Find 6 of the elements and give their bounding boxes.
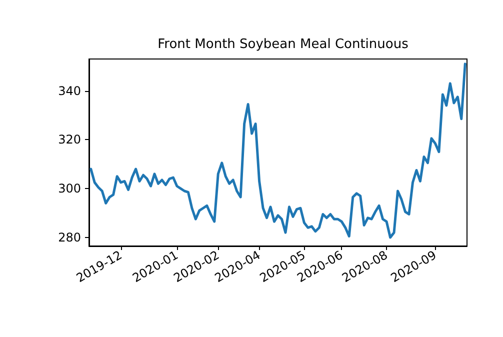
y-tick-label: 300 [58, 182, 81, 196]
y-tick-label: 280 [58, 230, 81, 244]
chart-title: Front Month Soybean Meal Continuous [158, 37, 409, 52]
y-tick-label: 320 [58, 132, 81, 147]
line-series [90, 62, 466, 239]
y-tick-label: 340 [58, 84, 81, 98]
